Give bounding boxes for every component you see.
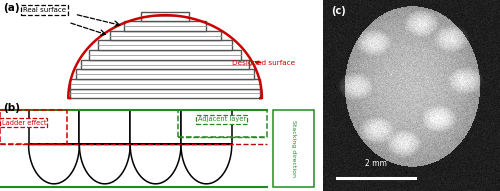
Polygon shape	[142, 12, 189, 21]
Polygon shape	[130, 144, 181, 184]
Text: Stacking direction: Stacking direction	[291, 120, 296, 177]
Text: Real surface: Real surface	[23, 7, 66, 13]
Polygon shape	[80, 110, 130, 144]
Polygon shape	[181, 110, 232, 144]
Polygon shape	[28, 110, 80, 144]
Polygon shape	[98, 40, 232, 50]
Polygon shape	[130, 110, 181, 144]
Text: (a): (a)	[3, 3, 20, 13]
Text: Ladder effect: Ladder effect	[2, 120, 46, 126]
Polygon shape	[28, 144, 80, 184]
Polygon shape	[81, 60, 249, 69]
Polygon shape	[76, 69, 254, 79]
Text: Adjacent layer: Adjacent layer	[198, 116, 246, 122]
Polygon shape	[80, 144, 130, 184]
Polygon shape	[124, 21, 206, 31]
Text: (b): (b)	[3, 103, 20, 113]
Text: Designed surface: Designed surface	[232, 60, 296, 66]
Text: 2 mm: 2 mm	[365, 159, 386, 168]
Polygon shape	[110, 31, 220, 40]
Polygon shape	[70, 79, 260, 89]
Polygon shape	[89, 50, 242, 60]
Text: (c): (c)	[332, 6, 346, 16]
Polygon shape	[70, 89, 260, 98]
Polygon shape	[181, 144, 232, 184]
